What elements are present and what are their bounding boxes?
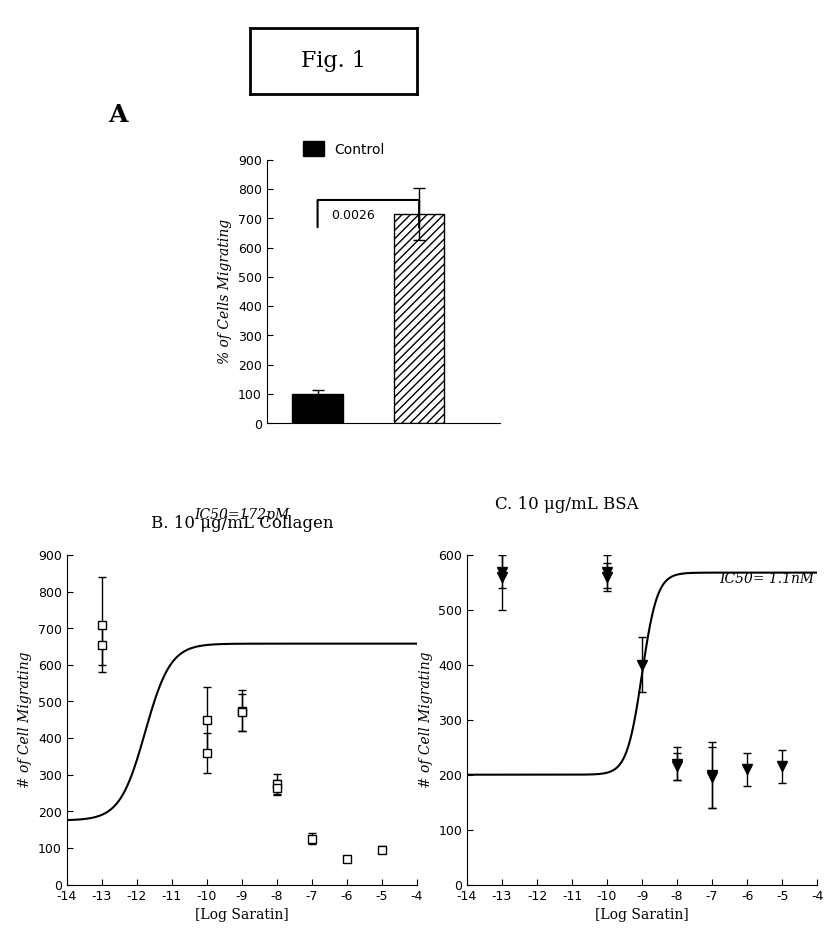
X-axis label: [Log Saratin]: [Log Saratin]	[195, 908, 288, 922]
Text: A: A	[108, 104, 127, 127]
Title: B. 10 μg/mL Collagen: B. 10 μg/mL Collagen	[151, 515, 332, 532]
Text: IC50= 1.1nM: IC50= 1.1nM	[718, 571, 813, 585]
Bar	[292, 394, 342, 423]
Legend: Control, MCP-1: Control, MCP-1	[297, 136, 390, 183]
X-axis label: [Log Saratin]: [Log Saratin]	[595, 908, 688, 922]
Y-axis label: # of Cell Migrating: # of Cell Migrating	[18, 651, 32, 789]
Bar	[393, 215, 444, 423]
Text: C. 10 μg/mL BSA: C. 10 μg/mL BSA	[495, 496, 638, 513]
Text: IC50=172pM: IC50=172pM	[194, 508, 289, 522]
Text: 0.0026: 0.0026	[331, 209, 375, 221]
Y-axis label: % of Cells Migrating: % of Cells Migrating	[218, 219, 232, 364]
Y-axis label: # of Cell Migrating: # of Cell Migrating	[418, 651, 432, 789]
Text: Fig. 1: Fig. 1	[301, 50, 366, 72]
